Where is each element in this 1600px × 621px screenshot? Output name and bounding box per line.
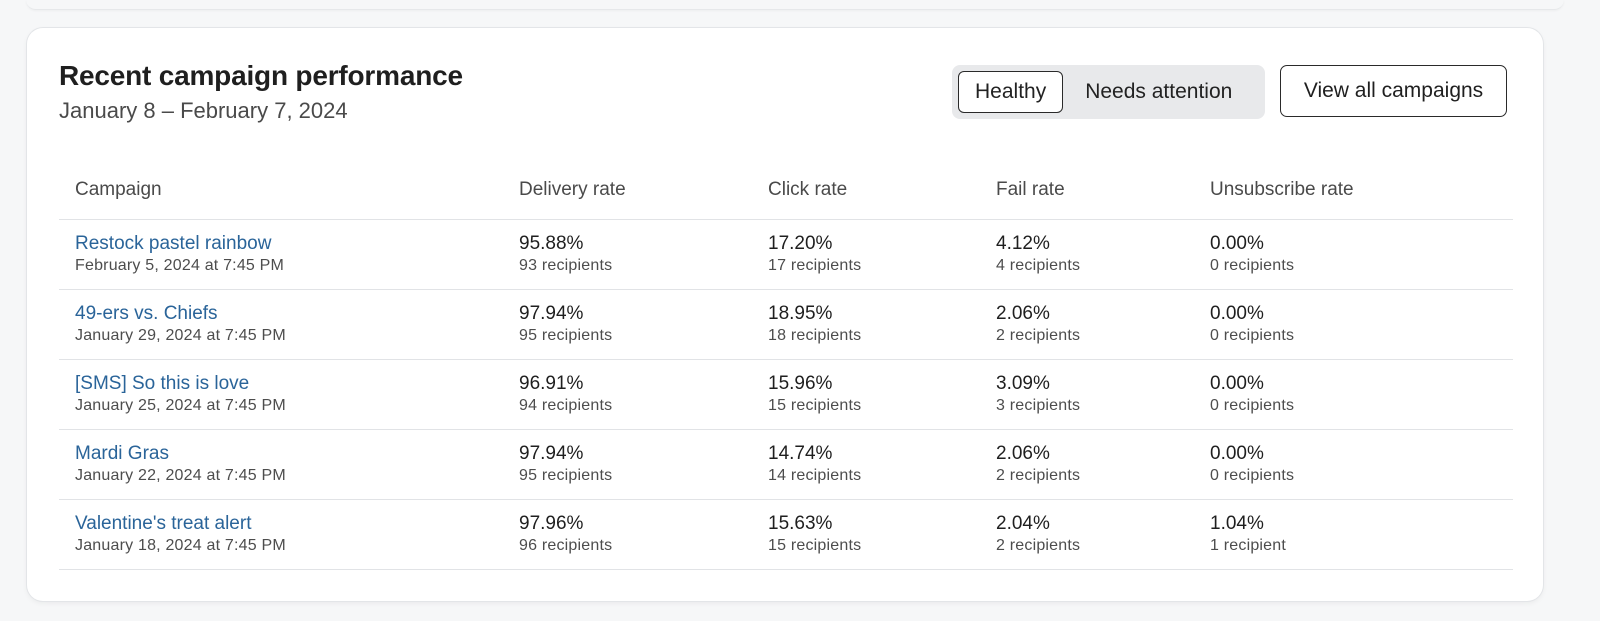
campaign-cell: Restock pastel rainbow February 5, 2024 … (59, 219, 503, 290)
fail-rate-cell: 2.06% 2 recipients (980, 429, 1194, 500)
filter-needs-attention-button[interactable]: Needs attention (1085, 80, 1233, 103)
delivery-recipients: 95 recipients (519, 466, 613, 484)
column-header-click-rate: Click rate (752, 161, 980, 220)
delivery-rate-value: 95.88% (519, 232, 584, 254)
click-rate-cell: 15.63% 15 recipients (752, 499, 980, 570)
unsubscribe-recipients: 0 recipients (1210, 466, 1295, 484)
fail-rate-value: 3.09% (996, 372, 1050, 394)
click-recipients: 15 recipients (768, 396, 862, 414)
click-recipients: 17 recipients (768, 256, 862, 274)
unsubscribe-recipients: 1 recipient (1210, 536, 1287, 554)
delivery-rate-cell: 96.91% 94 recipients (503, 359, 752, 430)
campaign-date: January 29, 2024 at 7:45 PM (75, 326, 286, 344)
campaign-link[interactable]: 49-ers vs. Chiefs (75, 302, 218, 324)
delivery-recipients: 95 recipients (519, 326, 613, 344)
health-filter-toggle: Healthy Needs attention (952, 65, 1265, 119)
unsubscribe-rate-cell: 0.00% 0 recipients (1194, 359, 1513, 430)
table-row: [SMS] So this is love January 25, 2024 a… (59, 359, 1513, 430)
unsubscribe-rate-value: 1.04% (1210, 512, 1264, 534)
column-header-fail-rate: Fail rate (980, 161, 1194, 220)
delivery-rate-cell: 95.88% 93 recipients (503, 219, 752, 290)
campaign-link[interactable]: [SMS] So this is love (75, 372, 250, 394)
unsubscribe-rate-value: 0.00% (1210, 302, 1264, 324)
unsubscribe-recipients: 0 recipients (1210, 326, 1295, 344)
click-rate-value: 18.95% (768, 302, 833, 324)
campaign-cell: 49-ers vs. Chiefs January 29, 2024 at 7:… (59, 289, 503, 360)
click-rate-cell: 17.20% 17 recipients (752, 219, 980, 290)
date-range: January 8 – February 7, 2024 (59, 98, 348, 123)
delivery-rate-value: 97.94% (519, 302, 584, 324)
column-header-unsubscribe-rate: Unsubscribe rate (1194, 161, 1513, 220)
delivery-recipients: 94 recipients (519, 396, 613, 414)
unsubscribe-rate-value: 0.00% (1210, 232, 1264, 254)
campaign-table: Campaign Delivery rate Click rate Fail r… (59, 161, 1513, 570)
table-header-row: Campaign Delivery rate Click rate Fail r… (59, 161, 1513, 220)
campaign-performance-card: Recent campaign performance January 8 – … (27, 28, 1543, 601)
card-title: Recent campaign performance (59, 60, 463, 91)
click-rate-value: 17.20% (768, 232, 833, 254)
delivery-rate-value: 97.94% (519, 442, 584, 464)
fail-rate-value: 2.06% (996, 442, 1050, 464)
column-header-campaign: Campaign (59, 161, 503, 220)
table-row: Valentine's treat alert January 18, 2024… (59, 499, 1513, 570)
view-all-campaigns-button[interactable]: View all campaigns (1280, 65, 1507, 117)
click-rate-cell: 18.95% 18 recipients (752, 289, 980, 360)
click-recipients: 14 recipients (768, 466, 862, 484)
campaign-cell: [SMS] So this is love January 25, 2024 a… (59, 359, 503, 430)
delivery-recipients: 93 recipients (519, 256, 613, 274)
fail-recipients: 2 recipients (996, 536, 1081, 554)
fail-recipients: 2 recipients (996, 466, 1081, 484)
click-recipients: 15 recipients (768, 536, 862, 554)
unsubscribe-rate-cell: 0.00% 0 recipients (1194, 289, 1513, 360)
unsubscribe-recipients: 0 recipients (1210, 396, 1295, 414)
table-row: Restock pastel rainbow February 5, 2024 … (59, 219, 1513, 290)
fail-rate-cell: 4.12% 4 recipients (980, 219, 1194, 290)
table-row: Mardi Gras January 22, 2024 at 7:45 PM 9… (59, 429, 1513, 500)
unsubscribe-rate-cell: 0.00% 0 recipients (1194, 429, 1513, 500)
delivery-rate-cell: 97.96% 96 recipients (503, 499, 752, 570)
delivery-rate-value: 97.96% (519, 512, 584, 534)
campaign-date: January 18, 2024 at 7:45 PM (75, 536, 286, 554)
table-row: 49-ers vs. Chiefs January 29, 2024 at 7:… (59, 289, 1513, 360)
fail-rate-cell: 3.09% 3 recipients (980, 359, 1194, 430)
fail-rate-value: 2.04% (996, 512, 1050, 534)
fail-rate-value: 4.12% (996, 232, 1050, 254)
click-rate-cell: 14.74% 14 recipients (752, 429, 980, 500)
click-recipients: 18 recipients (768, 326, 862, 344)
previous-card-edge (26, 0, 1564, 10)
unsubscribe-rate-value: 0.00% (1210, 442, 1264, 464)
campaign-cell: Mardi Gras January 22, 2024 at 7:45 PM (59, 429, 503, 500)
delivery-rate-value: 96.91% (519, 372, 584, 394)
unsubscribe-rate-cell: 0.00% 0 recipients (1194, 219, 1513, 290)
click-rate-value: 15.63% (768, 512, 833, 534)
fail-rate-value: 2.06% (996, 302, 1050, 324)
fail-rate-cell: 2.04% 2 recipients (980, 499, 1194, 570)
campaign-date: February 5, 2024 at 7:45 PM (75, 256, 285, 274)
fail-rate-cell: 2.06% 2 recipients (980, 289, 1194, 360)
campaign-link[interactable]: Restock pastel rainbow (75, 232, 272, 254)
campaign-link[interactable]: Valentine's treat alert (75, 512, 252, 534)
delivery-rate-cell: 97.94% 95 recipients (503, 429, 752, 500)
click-rate-value: 14.74% (768, 442, 833, 464)
campaign-date: January 25, 2024 at 7:45 PM (75, 396, 286, 414)
click-rate-value: 15.96% (768, 372, 833, 394)
unsubscribe-rate-value: 0.00% (1210, 372, 1264, 394)
filter-healthy-button[interactable]: Healthy (958, 71, 1064, 113)
click-rate-cell: 15.96% 15 recipients (752, 359, 980, 430)
campaign-cell: Valentine's treat alert January 18, 2024… (59, 499, 503, 570)
unsubscribe-recipients: 0 recipients (1210, 256, 1295, 274)
column-header-delivery-rate: Delivery rate (503, 161, 752, 220)
unsubscribe-rate-cell: 1.04% 1 recipient (1194, 499, 1513, 570)
campaign-link[interactable]: Mardi Gras (75, 442, 169, 464)
delivery-recipients: 96 recipients (519, 536, 613, 554)
delivery-rate-cell: 97.94% 95 recipients (503, 289, 752, 360)
campaign-date: January 22, 2024 at 7:45 PM (75, 466, 286, 484)
fail-recipients: 3 recipients (996, 396, 1081, 414)
fail-recipients: 2 recipients (996, 326, 1081, 344)
fail-recipients: 4 recipients (996, 256, 1081, 274)
